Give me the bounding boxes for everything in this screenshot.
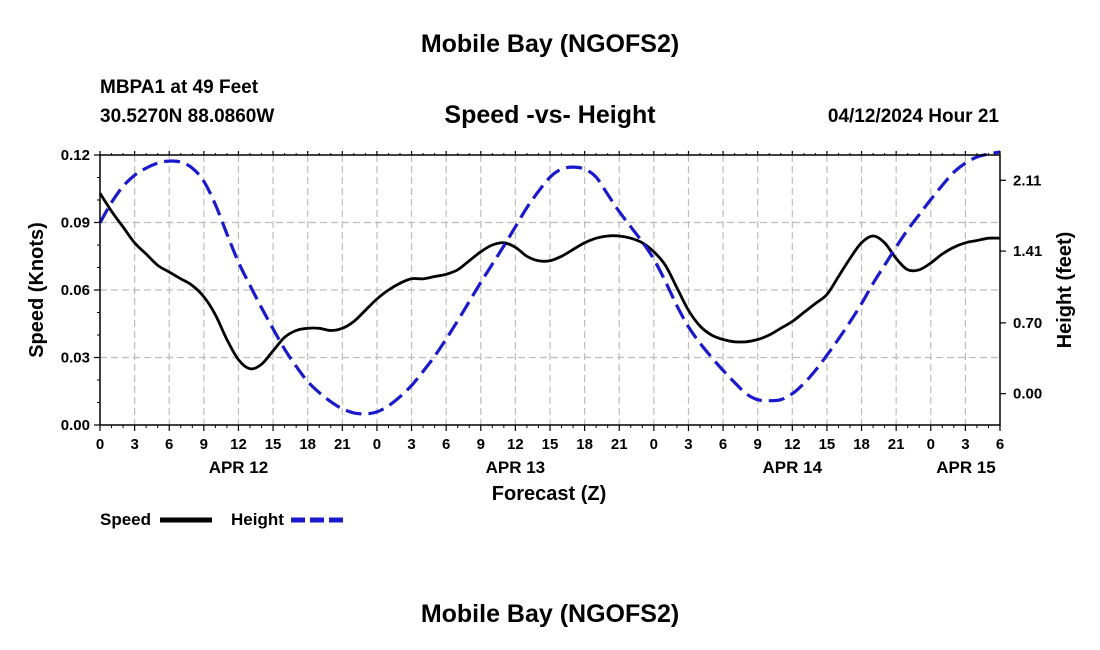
- x-tick-label: 12: [784, 436, 801, 453]
- y-tick-label: 0.06: [61, 282, 90, 299]
- axes: 0 3 6 9 12 15 18 21 0 3 6 9 12 15 18 21 0 3 6 9 12 15 18 21 0 3 6A…: [61, 147, 1042, 477]
- legend-height-label: Height: [231, 510, 284, 529]
- x-tick-label: 15: [819, 436, 836, 453]
- x-tick-label: 6: [996, 436, 1004, 453]
- x-tick-label: 0: [96, 436, 104, 453]
- y2-tick-label: 1.41: [1013, 243, 1042, 260]
- station-label: MBPA1 at 49 Feet: [100, 77, 259, 98]
- date-label: APR 15: [936, 458, 996, 477]
- x-tick-label: 21: [888, 436, 905, 453]
- forecast-datestamp: 04/12/2024 Hour 21: [827, 106, 999, 127]
- station-coordinates: 30.5270N 88.0860W: [100, 106, 275, 127]
- x-tick-label: 3: [961, 436, 969, 453]
- x-tick-label: 3: [130, 436, 138, 453]
- series-line-height: [98, 150, 1001, 416]
- x-tick-label: 0: [373, 436, 381, 453]
- x-tick-label: 15: [265, 436, 282, 453]
- grid: [100, 155, 1000, 425]
- y2-tick-label: 0.00: [1013, 386, 1042, 403]
- x-axis-label: Forecast (Z): [492, 483, 606, 505]
- legend-speed-label: Speed: [100, 510, 151, 529]
- y2-tick-label: 2.11: [1013, 172, 1041, 189]
- chart-subtitle: Speed -vs- Height: [444, 101, 656, 129]
- date-label: APR 14: [763, 458, 823, 477]
- x-tick-label: 0: [927, 436, 935, 453]
- y-tick-label: 0.12: [61, 147, 90, 164]
- page-title: Mobile Bay (NGOFS2): [420, 30, 680, 58]
- x-tick-label: 6: [442, 436, 450, 453]
- x-tick-label: 6: [719, 436, 727, 453]
- x-tick-label: 21: [334, 436, 351, 453]
- x-tick-label: 3: [407, 436, 415, 453]
- y2-tick-label: 0.70: [1013, 315, 1042, 332]
- x-tick-label: 3: [684, 436, 692, 453]
- x-tick-label: 15: [542, 436, 559, 453]
- x-tick-label: 18: [299, 436, 316, 453]
- x-tick-label: 12: [507, 436, 524, 453]
- x-tick-label: 9: [200, 436, 208, 453]
- y-tick-label: 0.09: [61, 215, 90, 232]
- x-tick-label: 9: [477, 436, 485, 453]
- x-tick-label: 21: [611, 436, 628, 453]
- legend: Speed Height: [100, 510, 343, 529]
- date-label: APR 12: [209, 458, 269, 477]
- y-tick-label: 0.00: [61, 417, 90, 434]
- series-layer: [98, 150, 1001, 416]
- date-label: APR 13: [486, 458, 546, 477]
- x-tick-label: 18: [576, 436, 593, 453]
- y2-axis-label: Height (feet): [1054, 232, 1076, 349]
- x-tick-label: 0: [650, 436, 658, 453]
- x-tick-label: 18: [853, 436, 870, 453]
- x-tick-label: 6: [165, 436, 173, 453]
- y-tick-label: 0.03: [61, 350, 90, 367]
- x-tick-label: 12: [230, 436, 247, 453]
- x-tick-label: 9: [754, 436, 762, 453]
- footer-title: Mobile Bay (NGOFS2): [420, 600, 680, 628]
- y-axis-label: Speed (Knots): [26, 222, 48, 358]
- series-line-speed: [98, 192, 1001, 371]
